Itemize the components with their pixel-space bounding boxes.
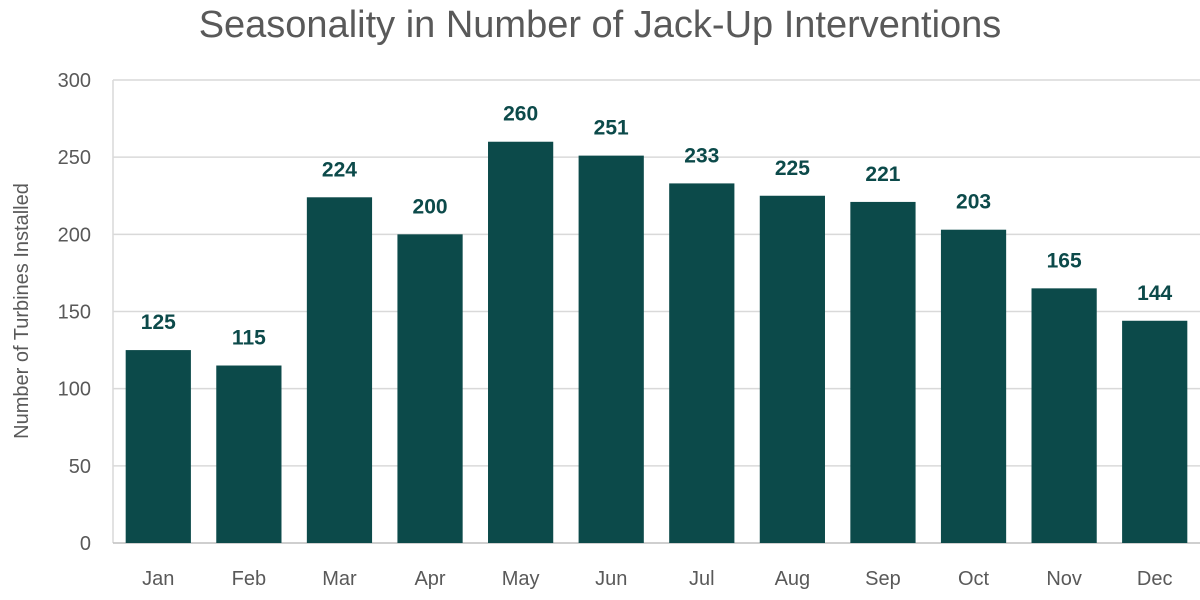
data-label-jan: 125 <box>141 311 176 334</box>
bar-apr <box>397 234 463 544</box>
y-tick-label: 0 <box>80 533 91 555</box>
data-label-nov: 165 <box>1047 249 1082 272</box>
y-tick-label: 150 <box>58 302 91 324</box>
bar-aug <box>759 195 825 543</box>
bar-mar <box>306 197 373 543</box>
bar-feb <box>216 365 282 543</box>
bar-jun <box>578 155 644 543</box>
x-tick-label-dec: Dec <box>1137 568 1173 590</box>
x-tick-label-apr: Apr <box>414 568 445 590</box>
data-label-jul: 233 <box>684 144 719 167</box>
bar-sep <box>850 201 916 543</box>
data-labels: 125 115 224 200 260 251 233 225 221 203 165 144 <box>141 103 1173 350</box>
data-label-may: 260 <box>503 103 538 126</box>
bar-jul <box>669 183 735 544</box>
bars <box>125 141 1188 544</box>
x-tick-label-jul: Jul <box>689 568 715 590</box>
x-tick-label-nov: Nov <box>1046 568 1082 590</box>
x-tick-label-oct: Oct <box>958 568 990 590</box>
data-label-feb: 115 <box>232 327 266 350</box>
data-label-mar: 224 <box>322 158 357 181</box>
y-tick-label: 300 <box>58 70 91 92</box>
y-tick-label: 100 <box>58 379 91 401</box>
x-tick-label-aug: Aug <box>775 568 811 590</box>
y-tick-label: 50 <box>69 456 91 478</box>
x-tick-label-may: May <box>502 568 540 590</box>
data-label-sep: 221 <box>865 163 900 186</box>
axes: 0 50 100 150 200 250 300 Jan Feb Mar Apr May Jun Jul A… <box>58 70 1200 590</box>
data-label-dec: 144 <box>1137 282 1172 305</box>
data-label-aug: 225 <box>775 157 810 180</box>
data-label-oct: 203 <box>956 191 991 214</box>
y-tick-label: 200 <box>58 224 91 246</box>
bar-nov <box>1031 288 1097 543</box>
y-tick-label: 250 <box>58 147 91 169</box>
data-label-apr: 200 <box>413 195 448 218</box>
y-axis-title: Number of Turbines Installed <box>11 183 33 439</box>
gridlines <box>113 79 1200 467</box>
bar-oct <box>940 229 1007 543</box>
bar-jan <box>125 350 191 543</box>
bar-dec <box>1122 320 1188 543</box>
x-tick-label-jan: Jan <box>142 568 174 590</box>
data-label-jun: 251 <box>594 117 629 140</box>
bar-may <box>488 141 554 543</box>
x-tick-label-feb: Feb <box>232 568 266 590</box>
x-tick-label-mar: Mar <box>322 568 357 590</box>
x-tick-label-jun: Jun <box>595 568 627 590</box>
chart-title: Seasonality in Number of Jack-Up Interve… <box>198 4 1002 46</box>
x-tick-label-sep: Sep <box>865 568 901 590</box>
